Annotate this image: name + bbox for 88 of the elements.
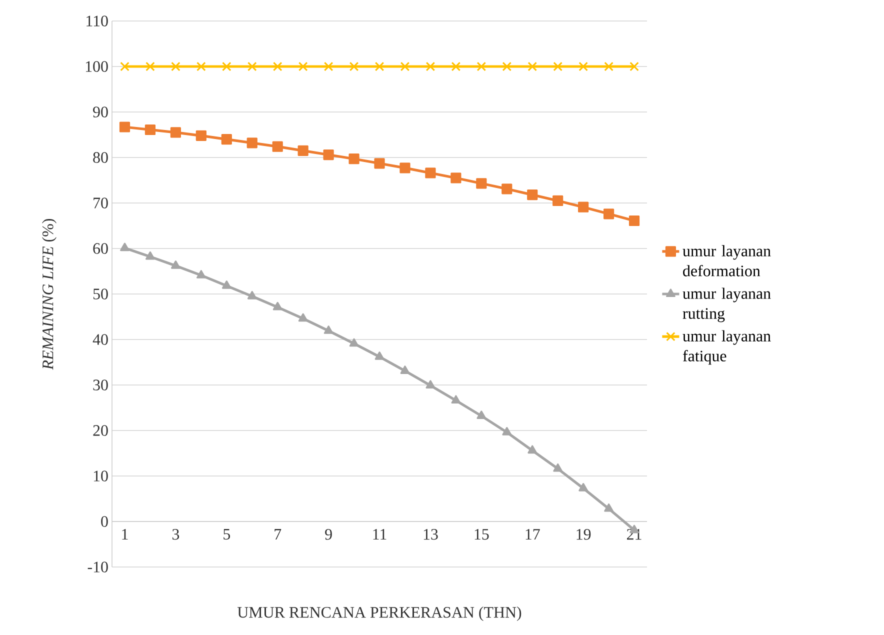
point: [374, 158, 385, 169]
point: [146, 251, 155, 260]
y-tick-label: 40: [92, 334, 108, 345]
point: [324, 62, 334, 72]
point: [246, 138, 258, 148]
x-axis-title: UMUR RENCANA PERKERASAN (THN): [237, 606, 522, 621]
point: [298, 62, 308, 72]
point: [502, 184, 512, 194]
x-tick-label: 13: [424, 529, 438, 540]
point: [527, 190, 538, 200]
x-tick-label: 17: [526, 529, 540, 540]
y-tick-label: 0: [101, 516, 108, 527]
y-tick-label: 30: [93, 380, 108, 390]
point: [552, 195, 564, 206]
point: [349, 338, 359, 347]
point: [144, 124, 156, 136]
point: [578, 62, 588, 72]
point: [451, 62, 461, 72]
point: [451, 395, 461, 404]
y-tick-label: 90: [93, 106, 108, 118]
x-tick-label: 11: [373, 529, 386, 540]
y-tick-label: 50: [93, 288, 108, 300]
point: [502, 427, 512, 436]
point: [120, 62, 130, 72]
point: [400, 366, 410, 374]
x-tick-label: 1: [122, 529, 128, 540]
point: [553, 62, 563, 72]
point: [628, 215, 640, 226]
y-tick-label: 10: [94, 470, 108, 482]
point: [374, 62, 384, 72]
point: [604, 503, 614, 512]
point: [171, 62, 180, 72]
x-tick-label: 3: [172, 529, 180, 540]
point: [476, 410, 486, 419]
point: [196, 130, 206, 141]
point: [425, 168, 436, 178]
point: [120, 242, 130, 252]
point: [298, 313, 308, 322]
point: [374, 351, 384, 360]
x-tick-label: 19: [576, 529, 591, 540]
point: [426, 62, 436, 72]
y-tick-label: 80: [93, 152, 108, 163]
x-tick-label: 5: [224, 529, 230, 540]
point: [196, 62, 206, 72]
point: [528, 445, 538, 454]
point: [247, 62, 257, 72]
point: [578, 482, 588, 492]
point: [323, 149, 334, 160]
point: [400, 162, 410, 174]
y-axis-title: REMAINING LIFE (%): [42, 219, 56, 370]
point: [272, 302, 282, 310]
point: [348, 154, 360, 164]
y-tick-label: -10: [88, 562, 108, 572]
point: [272, 141, 283, 152]
point: [146, 62, 155, 72]
point: [324, 326, 334, 334]
y-tick-label: 70: [94, 198, 108, 208]
point: [349, 62, 359, 72]
point: [221, 134, 232, 145]
point: [476, 62, 486, 72]
point: [222, 280, 232, 289]
point: [298, 145, 308, 156]
point: [272, 62, 282, 72]
point: [450, 172, 462, 184]
point: [578, 202, 589, 212]
point: [528, 62, 538, 72]
x-tick-label: 15: [474, 529, 489, 540]
point: [604, 62, 614, 72]
x-tick-label: 7: [274, 529, 282, 540]
x-tick-label: 9: [325, 529, 332, 540]
y-tick-label: 100: [86, 61, 108, 72]
point: [630, 62, 639, 72]
point: [247, 290, 257, 300]
point: [476, 178, 487, 189]
legend-label: umur layanan fatique: [682, 330, 771, 365]
point: [222, 62, 232, 72]
point: [119, 122, 130, 132]
y-tick-label: 60: [93, 243, 108, 254]
point: [170, 260, 180, 269]
point: [603, 208, 614, 220]
point: [553, 463, 563, 472]
point: [502, 62, 512, 72]
point: [196, 270, 206, 278]
point: [170, 127, 181, 138]
y-tick-label: 20: [93, 425, 108, 436]
y-tick-label: 110: [86, 16, 108, 26]
point: [426, 380, 436, 389]
point: [400, 62, 410, 72]
